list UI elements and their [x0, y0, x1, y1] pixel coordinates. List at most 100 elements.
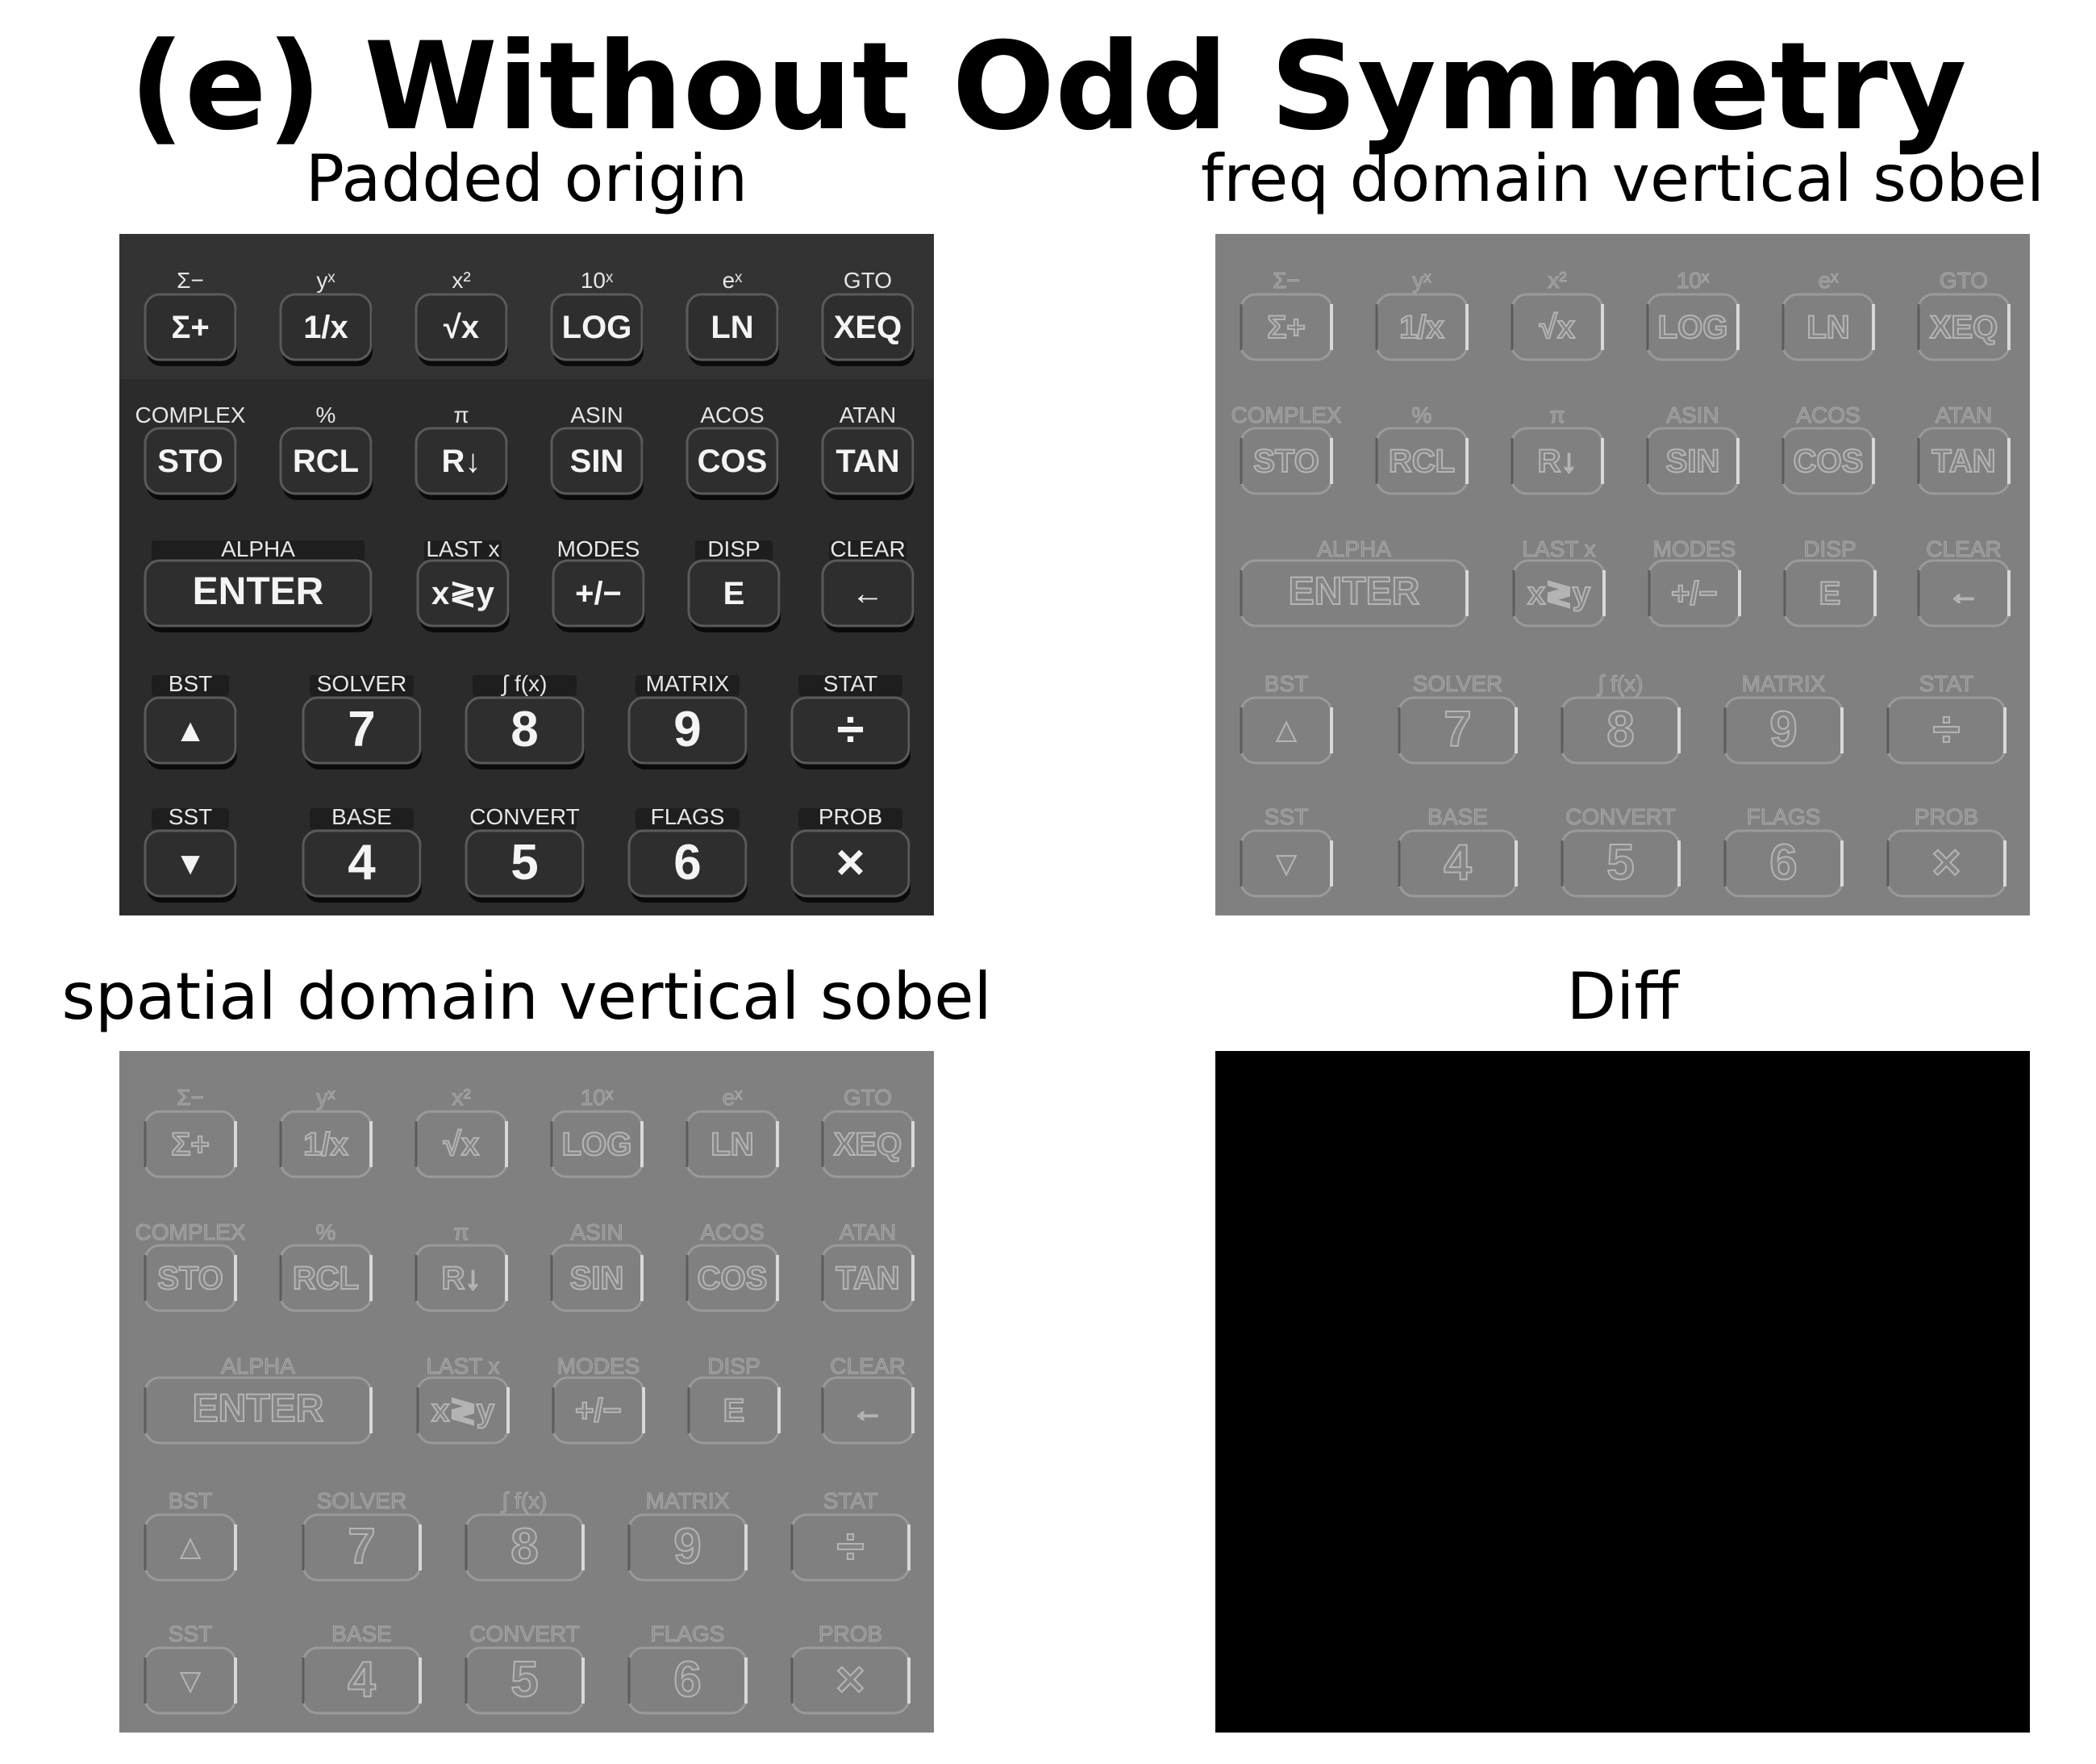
key-label: ▲	[1270, 713, 1302, 749]
key-3-4: STAT ÷	[1886, 671, 2006, 765]
key-label: ▼	[174, 1663, 206, 1699]
key-0-0: Σ− Σ+	[1240, 268, 1333, 361]
key-0-2: x² √x	[415, 268, 508, 366]
key-shift-label: ACOS	[1796, 402, 1860, 427]
key-label: ←	[852, 576, 884, 611]
key-label: 1/x	[303, 310, 348, 345]
key-shift-label: SOLVER	[1413, 671, 1503, 696]
key-label: 1/x	[1399, 310, 1444, 345]
key-4-2: CONVERT 5	[1561, 804, 1681, 898]
key-label: ▲	[174, 713, 206, 749]
key-label: E	[723, 576, 745, 611]
key-shift-label: MODES	[1653, 536, 1736, 561]
key-2-2: MODES +/−	[552, 536, 645, 632]
key-label: 6	[673, 835, 701, 890]
key-label: 7	[1444, 702, 1471, 757]
key-shift-label: SST	[1265, 804, 1308, 829]
key-shift-label: FLAGS	[1747, 804, 1821, 829]
key-shift-label: PROB	[819, 1621, 882, 1646]
key-label: ÷	[836, 1519, 864, 1574]
key-shift-label: x²	[452, 1085, 470, 1110]
key-1-4: ACOS COS	[685, 1220, 779, 1312]
key-label: 5	[1606, 835, 1634, 890]
key-label: 8	[510, 702, 538, 757]
key-label: ▼	[1270, 846, 1302, 882]
key-4-2: CONVERT 5	[465, 804, 585, 903]
key-0-5: GTO XEQ	[1917, 268, 2011, 361]
key-shift-label: π	[453, 402, 469, 427]
key-shift-label: BST	[169, 671, 212, 696]
key-shift-label: DISP	[1803, 536, 1856, 561]
key-shift-label: PROB	[1915, 804, 1978, 829]
key-label: x≷y	[431, 576, 495, 611]
key-label: √x	[1540, 310, 1575, 345]
figure-title: (e) Without Odd Symmetry	[129, 17, 1967, 157]
key-shift-label: MATRIX	[646, 1488, 730, 1513]
key-shift-label: eˣ	[723, 1085, 744, 1110]
key-label: +/−	[575, 1393, 622, 1428]
key-shift-label: MATRIX	[1742, 671, 1826, 696]
key-label: RCL	[1389, 444, 1455, 479]
key-label: 8	[510, 1519, 538, 1574]
key-label: STO	[1253, 444, 1319, 479]
key-1-2: π R↓	[415, 402, 508, 500]
key-shift-label: %	[1412, 402, 1432, 427]
key-shift-label: yˣ	[316, 1085, 335, 1110]
key-4-3: FLAGS 6	[1723, 804, 1844, 898]
key-shift-label: ASIN	[1666, 402, 1719, 427]
key-shift-label: ATAN	[840, 1220, 897, 1245]
key-label: SIN	[1666, 444, 1720, 479]
key-shift-label: BASE	[331, 804, 392, 829]
key-1-4: ACOS COS	[1781, 402, 1875, 495]
key-label: 1/x	[303, 1127, 348, 1162]
key-3-0: BST ▲	[144, 671, 237, 769]
key-shift-label: Σ−	[177, 1085, 204, 1110]
key-0-3: 10ˣ LOG	[550, 268, 644, 366]
key-shift-label: ATAN	[1936, 402, 1993, 427]
key-shift-label: COMPLEX	[1231, 402, 1342, 427]
key-shift-label: eˣ	[1819, 268, 1840, 293]
key-4-0: SST ▼	[1240, 804, 1333, 898]
key-label: 9	[673, 1519, 701, 1574]
key-4-4: PROB ×	[790, 1621, 910, 1715]
key-label: ENTER	[193, 1387, 324, 1430]
key-2-3: DISP E	[687, 1353, 781, 1445]
key-label: STO	[157, 444, 223, 479]
key-shift-label: BASE	[1427, 804, 1488, 829]
key-0-5: GTO XEQ	[821, 1085, 915, 1178]
key-label: +/−	[1671, 576, 1718, 611]
key-4-0: SST ▼	[144, 1621, 237, 1715]
key-shift-label: SOLVER	[317, 671, 407, 696]
diff-image	[1215, 1051, 2030, 1733]
key-0-1: yˣ 1/x	[279, 1085, 373, 1178]
key-label: XEQ	[834, 310, 902, 345]
key-label: SIN	[570, 444, 624, 479]
key-4-4: PROB ×	[1886, 804, 2006, 898]
freq-domain-sobel-image: Σ− Σ+ yˣ 1/x x² √x 10ˣ LOG eˣ LN GTO XEQ COMPLEX STO%…	[1215, 234, 2030, 915]
key-label: R↓	[1538, 444, 1577, 479]
key-1-2: π R↓	[415, 1220, 508, 1312]
key-label: √x	[444, 1127, 479, 1162]
key-2-4: CLEAR ←	[821, 536, 915, 632]
key-shift-label: ATAN	[840, 402, 897, 427]
key-shift-label: MODES	[557, 536, 640, 561]
key-shift-label: π	[1549, 402, 1565, 427]
key-shift-label: SST	[169, 1621, 212, 1646]
key-label: ENTER	[193, 570, 324, 613]
key-shift-label: ASIN	[570, 402, 623, 427]
key-shift-label: STAT	[1919, 671, 1973, 696]
key-shift-label: Σ−	[1273, 268, 1300, 293]
key-label: +/−	[575, 576, 622, 611]
key-label: XEQ	[834, 1127, 902, 1162]
key-label: Σ+	[171, 310, 209, 345]
key-shift-label: CLEAR	[1926, 536, 2001, 561]
key-shift-label: 10ˣ	[581, 268, 614, 293]
panel-title-diff: Diff	[1566, 959, 1679, 1034]
key-3-1: SOLVER 7	[302, 671, 422, 769]
key-label: E	[723, 1393, 745, 1428]
key-label: TAN	[835, 1261, 899, 1296]
key-label: ÷	[1932, 702, 1960, 757]
key-shift-label: DISP	[707, 1353, 760, 1378]
key-label: RCL	[293, 1261, 359, 1296]
key-shift-label: STAT	[823, 1488, 877, 1513]
